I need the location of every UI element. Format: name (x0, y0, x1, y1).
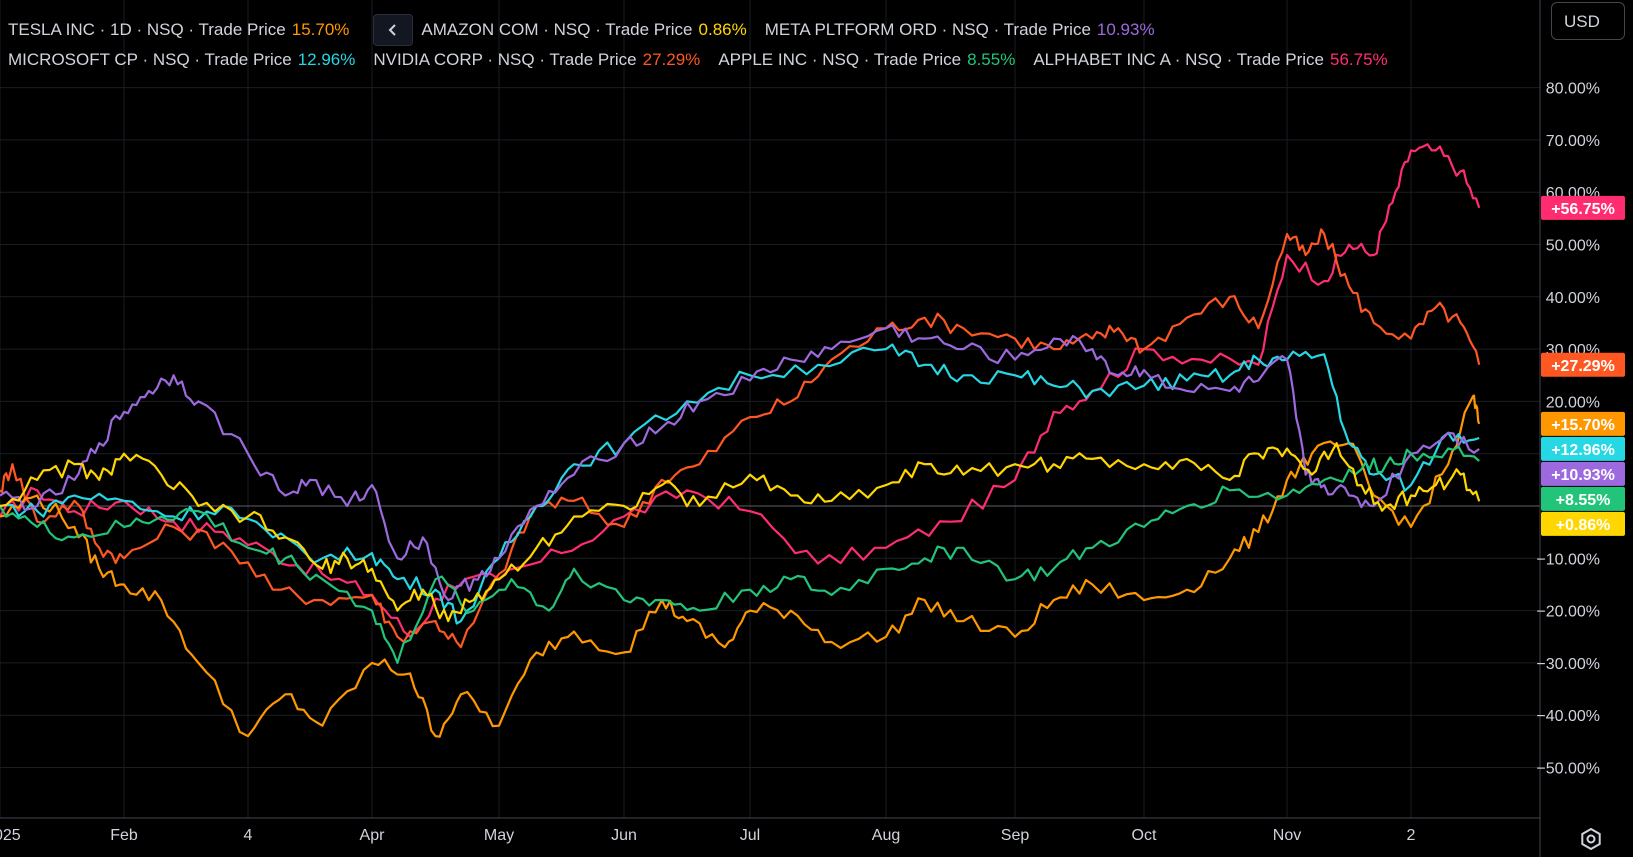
series-line-nvidia-corp[interactable] (0, 228, 1481, 649)
value-badge-text: +8.55% (1556, 492, 1611, 509)
y-tick-label: −40.00% (1536, 708, 1600, 725)
gear-icon (1581, 827, 1601, 851)
x-tick-label: Jun (611, 827, 637, 844)
legend-name: APPLE INC · NSQ · Trade Price (718, 50, 962, 69)
legend-name: AMAZON COM · NSQ · Trade Price (421, 20, 693, 39)
series-line-apple-inc[interactable] (0, 445, 1480, 664)
value-badge (1541, 511, 1625, 536)
value-badge (1541, 436, 1625, 461)
legend-row-2: MICROSOFT CP · NSQ · Trade Price 12.96% N… (8, 50, 1406, 70)
value-badge-text: +0.86% (1556, 517, 1611, 534)
legend-name: MICROSOFT CP · NSQ · Trade Price (8, 50, 292, 69)
last-value-badges: +56.75% +27.29% +15.70% +12.96% +10.93% +8.55… (1541, 195, 1625, 536)
x-tick-label: 025 (0, 827, 21, 844)
value-badge-text: +15.70% (1551, 417, 1615, 434)
value-badge (1541, 486, 1625, 511)
legend-value: 27.29% (642, 50, 701, 69)
y-tick-label: −50.00% (1536, 761, 1600, 778)
series-line-tesla-inc[interactable] (0, 394, 1481, 738)
y-tick-label: 70.00% (1546, 133, 1600, 150)
y-tick-label: −30.00% (1536, 656, 1600, 673)
legend-name: META PLTFORM ORD · NSQ · Trade Price (764, 20, 1091, 39)
legend-name: ALPHABET INC A · NSQ · Trade Price (1033, 50, 1324, 69)
value-badge (1541, 411, 1625, 436)
currency-selector[interactable]: USD (1551, 2, 1625, 40)
y-tick-label: 20.00% (1546, 394, 1600, 411)
series-lines (0, 143, 1481, 738)
x-tick-label: Nov (1273, 827, 1301, 844)
value-badge (1541, 352, 1625, 377)
x-tick-label: Apr (360, 827, 386, 844)
legend-value: 0.86% (698, 20, 747, 39)
series-line-alphabet-inc-a[interactable] (0, 143, 1481, 638)
legend-item-amazon[interactable]: AMAZON COM · NSQ · Trade Price 0.86% (421, 20, 746, 40)
legend-item-apple[interactable]: APPLE INC · NSQ · Trade Price 8.55% (718, 50, 1015, 70)
legend-name: NVIDIA CORP · NSQ · Trade Price (373, 50, 637, 69)
legend-item-meta[interactable]: META PLTFORM ORD · NSQ · Trade Price 10.9… (765, 20, 1155, 40)
value-badge (1541, 195, 1625, 220)
legend-value: 15.70% (291, 20, 350, 39)
y-tick-label: −10.00% (1536, 551, 1600, 568)
legend-value: 8.55% (967, 50, 1016, 69)
series-line-amazon-com[interactable] (0, 442, 1481, 623)
value-badge-text: +12.96% (1551, 442, 1615, 459)
collapse-legend-button[interactable] (373, 14, 414, 46)
legend-item-nvidia[interactable]: NVIDIA CORP · NSQ · Trade Price 27.29% (373, 50, 700, 70)
value-badge-text: +10.93% (1551, 467, 1615, 484)
x-tick-label: Feb (110, 827, 138, 844)
legend-row-1: TESLA INC · 1D · NSQ · Trade Price 15.70%… (8, 14, 1173, 46)
chart-grid (0, 0, 1540, 818)
chevron-left-icon (389, 24, 397, 36)
y-tick-label: 50.00% (1546, 238, 1600, 255)
x-tick-label: 4 (244, 827, 253, 844)
x-tick-label: 2 (1407, 827, 1416, 844)
time-axis: 025 Feb 4 Apr May Jun Jul Aug Sep Oct Nov 2 (0, 827, 1416, 844)
legend-value: 10.93% (1096, 20, 1155, 39)
value-badge-text: +27.29% (1551, 358, 1615, 375)
y-tick-label: −20.00% (1536, 604, 1600, 621)
series-line-meta-pltform-ord[interactable] (0, 324, 1480, 602)
x-tick-label: Aug (872, 827, 900, 844)
x-tick-label: Sep (1001, 827, 1030, 844)
x-tick-label: Oct (1132, 827, 1157, 844)
legend-item-tesla[interactable]: TESLA INC · 1D · NSQ · Trade Price 15.70% (8, 20, 349, 40)
legend-item-alphabet[interactable]: ALPHABET INC A · NSQ · Trade Price 56.75% (1033, 50, 1387, 70)
settings-button[interactable] (1578, 826, 1604, 852)
legend-value: 56.75% (1329, 50, 1388, 69)
y-tick-label: 40.00% (1546, 290, 1600, 307)
series-line-microsoft-cp[interactable] (0, 343, 1480, 625)
legend-item-microsoft[interactable]: MICROSOFT CP · NSQ · Trade Price 12.96% (8, 50, 355, 70)
x-tick-label: Jul (740, 827, 760, 844)
x-tick-label: May (484, 827, 514, 844)
y-tick-label: 80.00% (1546, 81, 1600, 98)
legend-name: TESLA INC · 1D · NSQ · Trade Price (8, 20, 286, 39)
value-badge (1541, 461, 1625, 486)
legend-value: 12.96% (297, 50, 356, 69)
value-badge-text: +56.75% (1551, 201, 1615, 218)
